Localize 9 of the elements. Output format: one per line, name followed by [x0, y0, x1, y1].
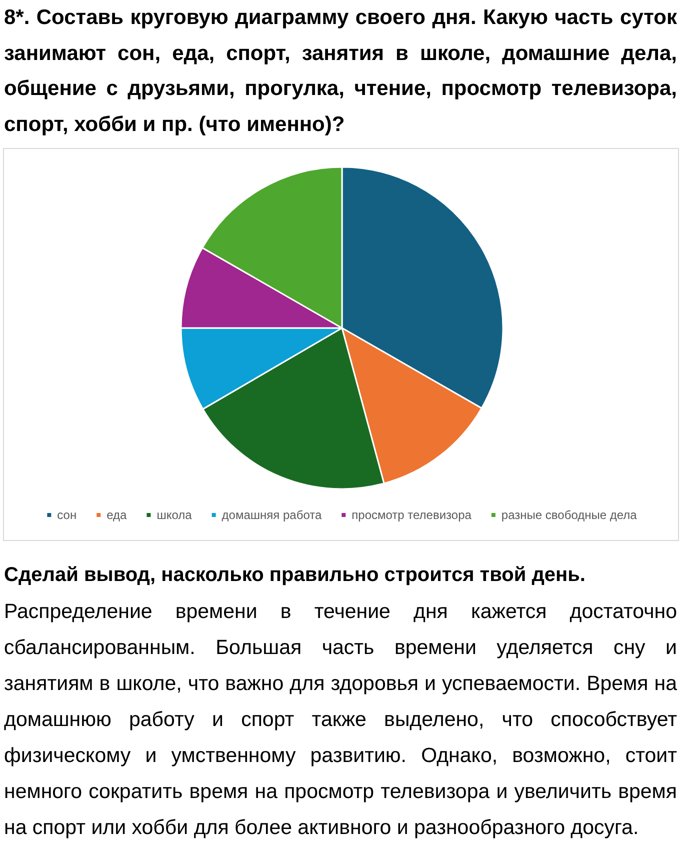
- legend-label: сон: [57, 508, 77, 522]
- legend-label: просмотр телевизора: [352, 508, 472, 522]
- text: Распределение времени в течение дня кажется достаточно сбалансированным. Большая часть времени уделяется сну и занятиям в школе, что важно для здоровья и успеваемости. Время на домашнюю работу и спорт также выделено, что способствует физическому и умственному развитию. Однако, возможно, стоит немного сократить время на просмотр телевизора и увеличить время на спорт или хобби для более активного и разнообразного досуга.: [4, 599, 677, 841]
- legend-label: разные свободные дела: [501, 508, 638, 522]
- legend-label: еда: [106, 508, 128, 522]
- legend-label: школа: [156, 508, 192, 522]
- chart-title: 8*. Составь круговую диаграмму своего дня. Какую часть суток занимают сон, еда, спорт, занятия в школе, домашние дела, общение с друзьями, прогулка, чтение, просмотр телевизора, спорт, хобби и пр. (что именно)?: [4, 5, 677, 138]
- text: Сделай вывод, насколько правильно строится твой день.: [4, 563, 586, 588]
- legend-label: домашняя работа: [222, 508, 322, 522]
